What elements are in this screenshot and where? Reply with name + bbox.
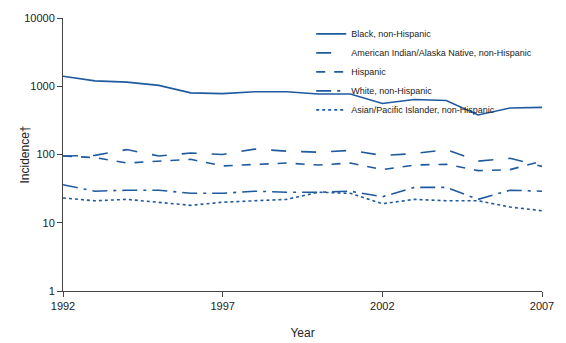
svg-text:2007: 2007 bbox=[530, 300, 554, 312]
svg-text:White, non-Hispanic: White, non-Hispanic bbox=[351, 86, 432, 96]
svg-text:Asian/Pacific Islander, non-Hi: Asian/Pacific Islander, non-Hispanic bbox=[351, 105, 495, 115]
svg-text:1000: 1000 bbox=[30, 80, 54, 92]
svg-text:100: 100 bbox=[36, 148, 54, 160]
svg-text:Incidence†: Incidence† bbox=[18, 125, 32, 183]
svg-text:American Indian/Alaska Native,: American Indian/Alaska Native, non-Hispa… bbox=[351, 48, 532, 58]
svg-text:1997: 1997 bbox=[210, 300, 234, 312]
svg-text:1: 1 bbox=[49, 285, 55, 297]
svg-text:2002: 2002 bbox=[370, 300, 394, 312]
svg-text:Black, non-Hispanic: Black, non-Hispanic bbox=[351, 29, 431, 39]
svg-text:10000: 10000 bbox=[24, 12, 55, 24]
svg-text:Year: Year bbox=[290, 326, 314, 340]
svg-text:1992: 1992 bbox=[51, 300, 75, 312]
svg-text:10: 10 bbox=[43, 217, 55, 229]
svg-text:Hispanic: Hispanic bbox=[351, 67, 386, 77]
